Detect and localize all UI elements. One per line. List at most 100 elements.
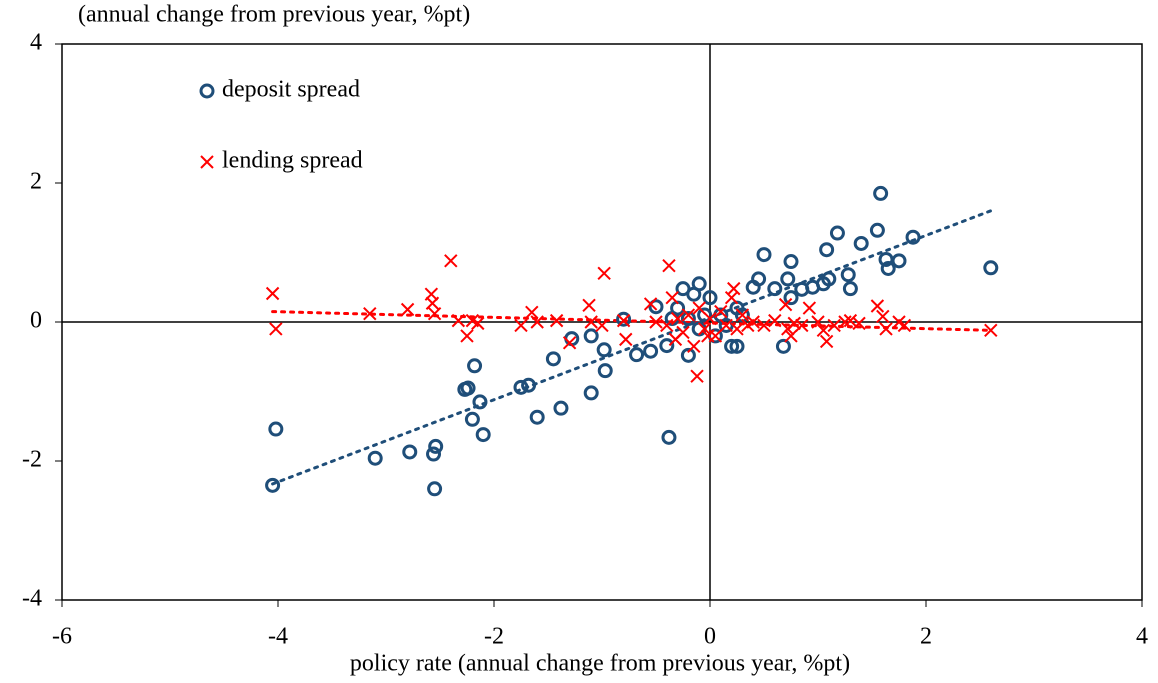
point — [659, 338, 675, 354]
point — [513, 379, 529, 395]
point — [802, 301, 817, 315]
point — [775, 338, 791, 354]
point — [852, 316, 866, 331]
point — [529, 409, 545, 425]
point — [649, 315, 663, 329]
point — [530, 315, 544, 329]
x-tick-label: -2 — [484, 624, 504, 650]
point — [616, 313, 631, 328]
point — [767, 281, 783, 297]
point — [816, 323, 831, 338]
point — [670, 311, 685, 326]
point — [596, 342, 612, 358]
point — [269, 322, 283, 336]
point — [583, 385, 599, 401]
point — [660, 318, 674, 333]
point — [400, 302, 415, 317]
point — [880, 260, 896, 276]
point — [827, 318, 841, 333]
point — [595, 318, 609, 333]
point — [525, 305, 539, 319]
point — [905, 229, 921, 245]
point — [643, 297, 658, 311]
point — [768, 313, 782, 328]
point — [451, 313, 466, 328]
point — [367, 450, 383, 466]
x-tick-label: -4 — [268, 624, 288, 650]
point — [719, 318, 733, 333]
point — [819, 242, 835, 258]
point — [724, 290, 739, 305]
y-axis-label: (annual change from previous year, %pt) — [78, 2, 470, 28]
y-tick-label: 0 — [30, 308, 42, 334]
point — [840, 267, 856, 283]
point — [714, 304, 728, 319]
trend-line — [271, 310, 993, 332]
point — [425, 296, 440, 310]
point — [662, 258, 676, 273]
point — [787, 316, 801, 331]
point — [697, 307, 713, 323]
point — [665, 290, 679, 305]
point — [472, 394, 488, 410]
point — [471, 316, 485, 331]
point — [545, 351, 561, 367]
x-tick-label: 4 — [1136, 624, 1148, 650]
point — [680, 311, 696, 327]
x-axis-label: policy rate (annual change from previous… — [350, 651, 850, 677]
point — [460, 380, 476, 396]
point — [363, 306, 377, 321]
point — [460, 329, 474, 343]
point — [681, 308, 696, 322]
legend-marker — [200, 155, 214, 169]
point — [597, 266, 611, 281]
point — [783, 254, 799, 270]
point — [514, 318, 528, 333]
point — [661, 429, 677, 445]
point — [843, 313, 858, 328]
point — [821, 271, 837, 287]
point — [687, 339, 701, 354]
point — [619, 332, 633, 347]
x-tick-label: -6 — [52, 624, 72, 650]
point — [897, 318, 912, 333]
point — [616, 311, 632, 327]
point — [265, 286, 280, 301]
legend-label: deposit spread — [222, 77, 360, 103]
point — [853, 235, 869, 251]
point — [724, 338, 740, 354]
point — [780, 271, 796, 287]
point — [680, 347, 696, 363]
point — [756, 247, 772, 263]
point — [629, 347, 645, 363]
point — [648, 299, 664, 315]
point — [582, 298, 596, 313]
point — [692, 301, 706, 315]
point — [562, 336, 577, 350]
point — [873, 185, 889, 201]
point — [597, 363, 613, 379]
point — [521, 377, 537, 393]
trend-line — [271, 209, 993, 486]
point — [984, 323, 998, 338]
point — [879, 322, 893, 336]
point — [265, 477, 281, 493]
point — [870, 299, 885, 313]
point — [876, 309, 890, 324]
point — [891, 253, 907, 269]
point — [676, 325, 690, 340]
point — [735, 308, 750, 322]
y-tick-label: 2 — [30, 169, 42, 195]
point — [819, 334, 834, 349]
point — [701, 329, 715, 343]
point — [842, 281, 858, 297]
point — [426, 446, 442, 462]
x-tick-label: 2 — [920, 624, 932, 650]
point — [467, 358, 483, 374]
point — [729, 338, 745, 354]
point — [727, 281, 741, 296]
point — [268, 421, 284, 437]
y-tick-label: -2 — [22, 447, 42, 473]
point — [784, 329, 798, 343]
